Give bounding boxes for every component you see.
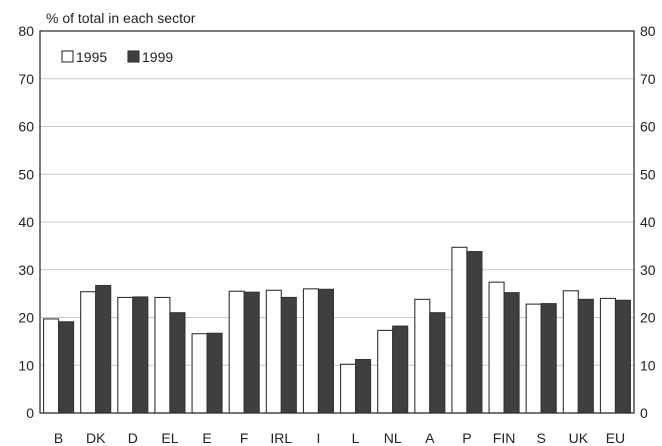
bar-1995-DK	[80, 291, 97, 414]
y-tick-label-right: 50	[640, 166, 656, 182]
bar-1999-A	[429, 312, 446, 414]
bar-1999-F	[243, 291, 260, 414]
y-tick-label-right: 10	[640, 357, 656, 373]
bar-1999-B	[58, 321, 75, 414]
bar-1995-S	[525, 303, 542, 414]
x-category-label: E	[202, 430, 211, 446]
bar-1999-DK	[95, 284, 112, 414]
y-tick-label-right: 70	[640, 71, 656, 87]
bar-1995-A	[414, 298, 431, 414]
bar-1999-I	[317, 288, 334, 414]
x-category-label: D	[128, 430, 138, 446]
x-category-label: EU	[606, 430, 625, 446]
y-tick-label-right: 20	[640, 310, 656, 326]
y-tick-label: 50	[18, 166, 34, 182]
bar-1999-S	[540, 303, 557, 414]
y-tick-label: 0	[26, 405, 34, 421]
bar-1995-P	[451, 246, 468, 414]
bar-1995-E	[191, 333, 208, 414]
y-tick-label-right: 60	[640, 119, 656, 135]
x-category-label: EL	[161, 430, 178, 446]
y-tick-label: 10	[18, 357, 34, 373]
x-category-label: NL	[384, 430, 402, 446]
bar-1995-IRL	[265, 289, 282, 414]
x-category-label: UK	[569, 430, 589, 446]
bar-1999-D	[132, 296, 149, 414]
legend: 1995 1999	[61, 49, 173, 65]
y-axis-left: 0 10 20 30 40 50 60 70 80	[18, 23, 34, 421]
bar-1999-UK	[577, 298, 594, 414]
bar-1995-NL	[377, 329, 394, 414]
bar-1999-IRL	[280, 296, 297, 414]
y-tick-label-right: 30	[640, 262, 656, 278]
bar-1995-L	[340, 363, 357, 414]
y-tick-label: 60	[18, 119, 34, 135]
x-category-label: A	[425, 430, 435, 446]
x-category-label: P	[462, 430, 471, 446]
bar-1995-FIN	[488, 281, 505, 414]
bar-1999-P	[466, 251, 483, 414]
bar-1995-I	[302, 288, 319, 414]
x-category-label: F	[240, 430, 249, 446]
bar-1995-EU	[599, 297, 616, 414]
y-tick-label-right: 40	[640, 214, 656, 230]
x-category-label: IRL	[270, 430, 292, 446]
legend-label-1999: 1999	[142, 49, 173, 65]
bar-1999-L	[355, 358, 372, 414]
legend-swatch-1999	[127, 50, 140, 63]
y-tick-label: 30	[18, 262, 34, 278]
bar-1999-FIN	[503, 292, 520, 414]
y-tick-label: 80	[18, 23, 34, 39]
x-category-label: B	[54, 430, 63, 446]
x-category-label: I	[316, 430, 320, 446]
x-category-label: S	[537, 430, 546, 446]
bar-1995-B	[43, 318, 60, 414]
y-tick-label: 40	[18, 214, 34, 230]
bar-1995-EL	[154, 296, 171, 414]
y-tick-label: 70	[18, 71, 34, 87]
bar-1995-UK	[562, 290, 579, 414]
x-category-label: L	[352, 430, 360, 446]
bars	[43, 246, 631, 414]
bar-1999-EL	[169, 312, 186, 414]
bar-1999-NL	[392, 325, 409, 414]
plot-frame	[39, 30, 635, 414]
bar-1995-F	[228, 290, 245, 414]
y-axis-right: 0 10 20 30 40 50 60 70 80	[640, 23, 656, 421]
unit-label: % of total in each sector	[46, 10, 196, 26]
x-category-label: DK	[86, 430, 106, 446]
x-category-label: FIN	[493, 430, 516, 446]
bar-1999-E	[206, 332, 223, 414]
bar-1999-EU	[614, 299, 631, 414]
y-tick-label: 20	[18, 310, 34, 326]
bar-1995-D	[117, 296, 134, 414]
y-tick-label-right: 0	[640, 405, 648, 421]
x-axis-categories: B DK D EL E F IRL I L NL A P FIN S UK EU	[54, 430, 625, 446]
legend-label-1995: 1995	[76, 49, 107, 65]
legend-swatch-1995	[61, 50, 74, 63]
y-tick-label-right: 80	[640, 23, 656, 39]
